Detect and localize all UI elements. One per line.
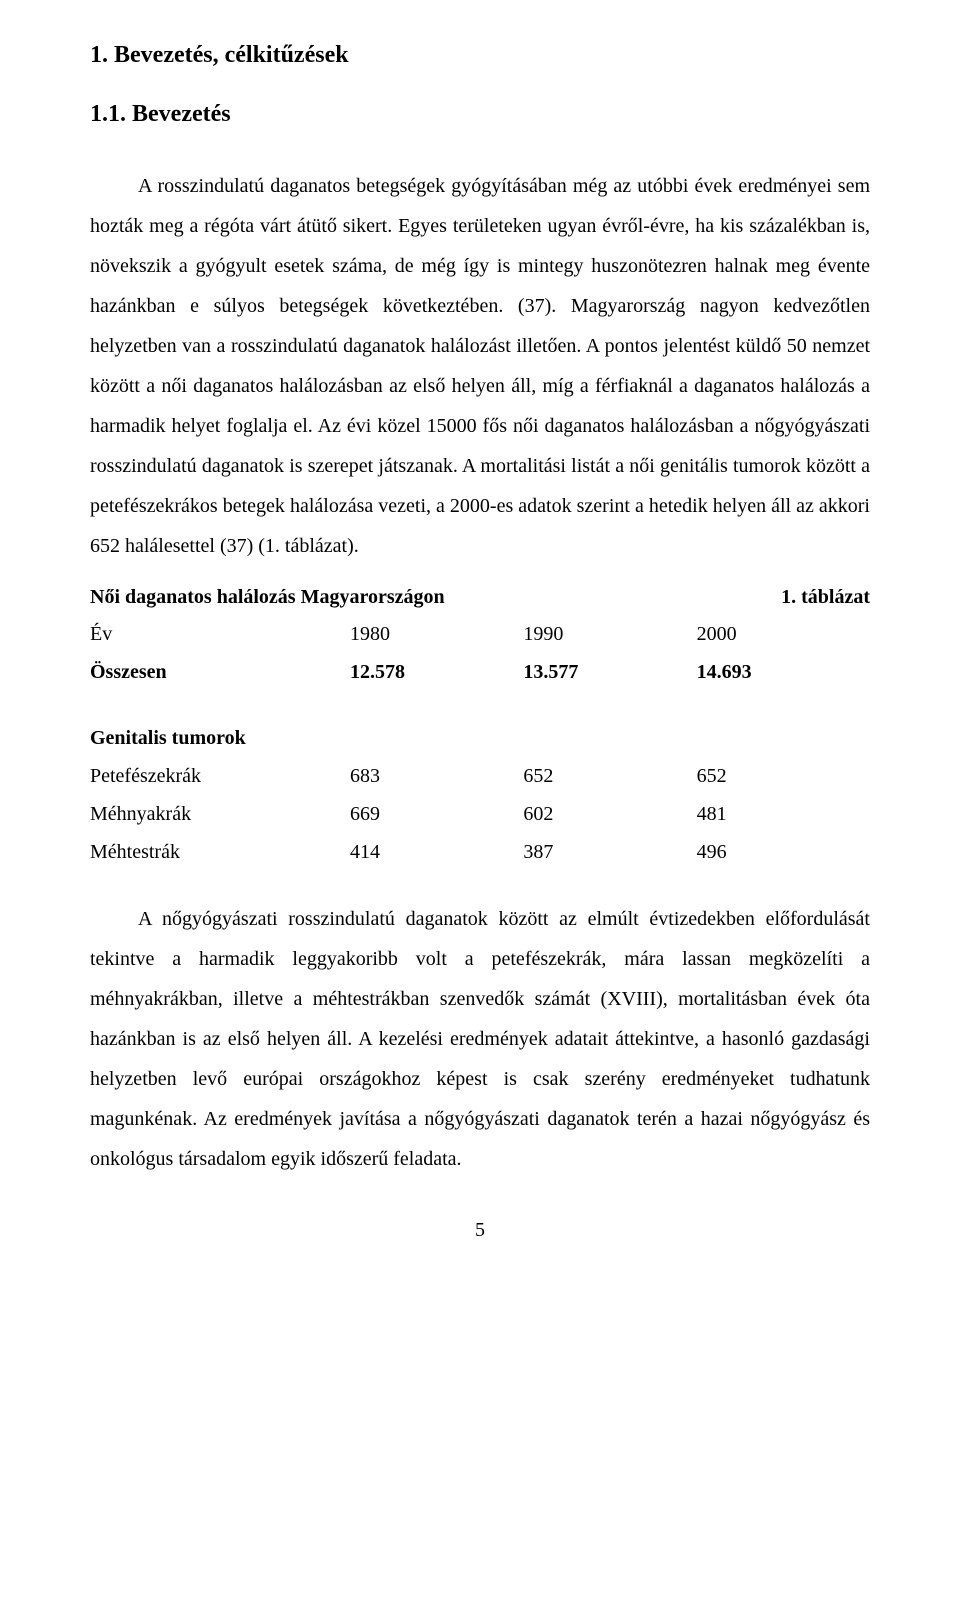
spacer — [90, 691, 870, 719]
table-row-label: Petefészekrák — [90, 757, 350, 795]
table-total-c2: 13.577 — [523, 653, 696, 691]
heading-1: 1. Bevezetés, célkitűzések — [90, 40, 870, 71]
page-number: 5 — [90, 1219, 870, 1242]
table-row: Méhtestrák 414 387 496 — [90, 833, 870, 871]
table-total-label: Összesen — [90, 653, 350, 691]
spacer — [90, 871, 870, 899]
table-header-row: Év 1980 1990 2000 — [90, 615, 870, 653]
table-row-c1: 414 — [350, 833, 523, 871]
table-row-c2: 602 — [523, 795, 696, 833]
table-section-title-text: Genitalis tumorok — [90, 719, 246, 757]
table-header-c2: 1990 — [523, 615, 696, 653]
table-section-title: Genitalis tumorok — [90, 719, 870, 757]
table-row: Méhnyakrák 669 602 481 — [90, 795, 870, 833]
table-total-c1: 12.578 — [350, 653, 523, 691]
table-total-row: Összesen 12.578 13.577 14.693 — [90, 653, 870, 691]
table-title-left: Női daganatos halálozás Magyarországon — [90, 586, 445, 609]
table-header-c3: 2000 — [697, 615, 870, 653]
table-title-row: Női daganatos halálozás Magyarországon 1… — [90, 586, 870, 609]
table-row: Petefészekrák 683 652 652 — [90, 757, 870, 795]
table-total-c3: 14.693 — [697, 653, 870, 691]
page: 1. Bevezetés, célkitűzések 1.1. Bevezeté… — [0, 0, 960, 1302]
table-title-right: 1. táblázat — [781, 586, 870, 609]
table-row-c3: 652 — [697, 757, 870, 795]
table-row-c1: 683 — [350, 757, 523, 795]
table-header-label: Év — [90, 615, 350, 653]
table-row-c1: 669 — [350, 795, 523, 833]
paragraph-1: A rosszindulatú daganatos betegségek gyó… — [90, 166, 870, 566]
table-row-c2: 652 — [523, 757, 696, 795]
table-row-c2: 387 — [523, 833, 696, 871]
table-row-c3: 481 — [697, 795, 870, 833]
heading-2: 1.1. Bevezetés — [90, 99, 870, 130]
table-header-c1: 1980 — [350, 615, 523, 653]
paragraph-2: A nőgyógyászati rosszindulatú daganatok … — [90, 899, 870, 1179]
table-row-c3: 496 — [697, 833, 870, 871]
table-row-label: Méhnyakrák — [90, 795, 350, 833]
table-row-label: Méhtestrák — [90, 833, 350, 871]
